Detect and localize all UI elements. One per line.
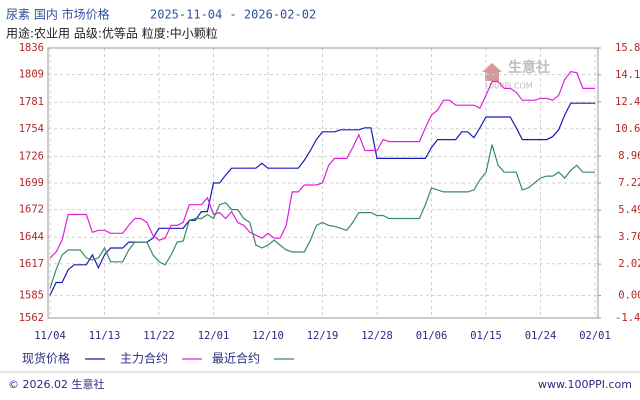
y-tick-label: 1617 bbox=[19, 258, 44, 270]
y-tick-label: 1836 bbox=[19, 42, 44, 54]
y2-tick-label: 2.02% bbox=[618, 258, 640, 270]
watermark: 生意社 100PPI.COM bbox=[482, 59, 550, 91]
y2-tick-label: 8.96% bbox=[618, 150, 640, 162]
date-range: 2025-11-04 - 2026-02-02 bbox=[150, 8, 316, 22]
y2-tick-label: 14.16% bbox=[615, 69, 640, 81]
x-tick-label: 12/10 bbox=[252, 330, 284, 342]
y-tick-label: 1754 bbox=[19, 123, 44, 135]
x-tick-label: 11/22 bbox=[143, 330, 175, 342]
x-tick-label: 12/19 bbox=[307, 330, 339, 342]
y2-tick-label: 15.89% bbox=[615, 42, 640, 54]
legend: 现货价格 主力合约 最近合约 bbox=[22, 351, 294, 366]
watermark-icon bbox=[482, 63, 502, 81]
y2-tick-label: 0.00% bbox=[618, 290, 640, 302]
x-tick-label: 11/04 bbox=[34, 330, 66, 342]
y-tick-label: 1726 bbox=[19, 150, 44, 162]
y-tick-label: 1585 bbox=[19, 289, 44, 301]
chart-subtitle: 用途:农业用 品级:优等品 粒度:中小颗粒 bbox=[6, 26, 218, 41]
x-tick-label: 11/13 bbox=[89, 330, 121, 342]
legend-label: 主力合约 bbox=[120, 351, 168, 366]
x-tick-label: 12/01 bbox=[198, 330, 230, 342]
footer-left: © 2026.02 生意社 bbox=[8, 377, 104, 391]
chart-title: 尿素 国内 市场价格 bbox=[6, 7, 110, 22]
watermark-site: 100PPI.COM bbox=[484, 82, 533, 91]
x-tick-label: 02/01 bbox=[579, 330, 611, 342]
y-tick-label: 1644 bbox=[19, 231, 44, 243]
x-tick-label: 01/15 bbox=[470, 330, 502, 342]
x-tick-label: 01/24 bbox=[525, 330, 557, 342]
y2-tick-label: 10.69% bbox=[615, 123, 640, 135]
footer-right: www.100PPI.com bbox=[538, 378, 632, 391]
y2-tick-label: 12.43% bbox=[615, 96, 640, 108]
series-line bbox=[49, 144, 595, 289]
y2-tick-label: -1.44% bbox=[615, 312, 640, 324]
y-tick-label: 1562 bbox=[19, 312, 44, 324]
y2-tick-label: 3.76% bbox=[618, 231, 640, 243]
y-tick-label: 1781 bbox=[19, 96, 44, 108]
y-tick-label: 1699 bbox=[19, 177, 44, 189]
x-tick-label: 01/06 bbox=[416, 330, 448, 342]
legend-label: 现货价格 bbox=[22, 351, 70, 366]
legend-label: 最近合约 bbox=[212, 351, 260, 366]
x-tick-label: 12/28 bbox=[361, 330, 393, 342]
y2-tick-label: 7.22% bbox=[618, 177, 640, 189]
y-tick-label: 1809 bbox=[19, 69, 44, 81]
watermark-name: 生意社 bbox=[508, 59, 550, 76]
y-tick-label: 1672 bbox=[19, 204, 44, 216]
y2-tick-label: 5.49% bbox=[618, 204, 640, 216]
series-line bbox=[49, 70, 595, 259]
